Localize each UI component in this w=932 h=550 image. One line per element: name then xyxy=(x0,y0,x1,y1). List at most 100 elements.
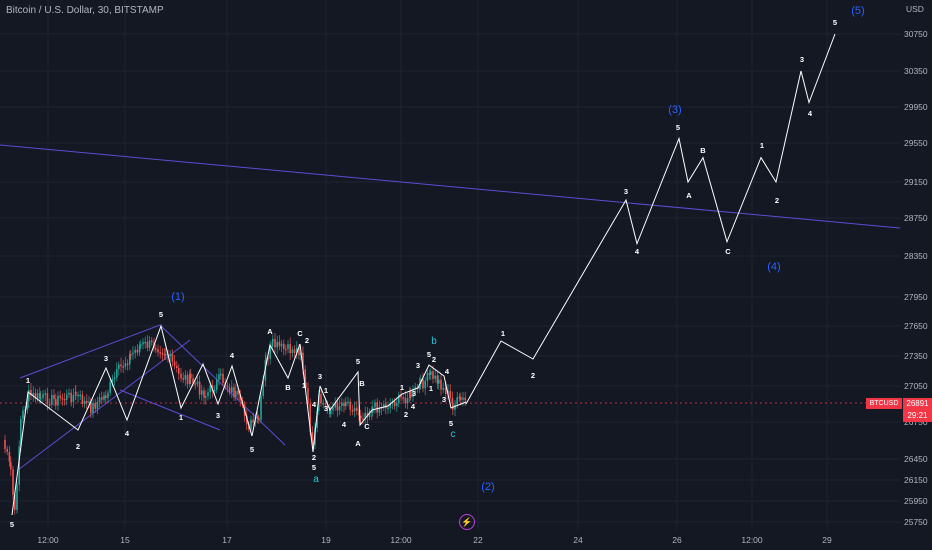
wave-label: 4 xyxy=(230,351,235,360)
candle-body xyxy=(144,341,146,344)
candle-body xyxy=(216,379,218,390)
candle-body xyxy=(248,424,250,430)
wave-label: c xyxy=(451,429,456,440)
candle-body xyxy=(107,392,109,399)
candle-body xyxy=(134,349,136,353)
candle-body xyxy=(283,343,285,349)
candle-body xyxy=(20,418,22,447)
candle-body xyxy=(312,441,314,445)
y-tick-label: 28350 xyxy=(904,251,928,261)
candle-body xyxy=(109,382,111,393)
bar-countdown: 29:21 xyxy=(907,411,928,420)
candle-body xyxy=(298,348,300,356)
y-tick-label: 29950 xyxy=(904,102,928,112)
wave-label: a xyxy=(313,474,319,485)
wave-label: 5 xyxy=(312,463,316,472)
candle-body xyxy=(387,407,389,410)
candle-body xyxy=(274,339,276,348)
candle-body xyxy=(222,373,224,383)
candle-body xyxy=(291,349,294,354)
wave-label: 2 xyxy=(305,336,309,345)
wave-label: 2 xyxy=(775,196,779,205)
last-price-box: 26891 29:21 xyxy=(903,398,932,422)
candle-body xyxy=(205,396,207,398)
candle-body xyxy=(36,393,39,399)
x-tick-label: 22 xyxy=(473,535,483,545)
candle-body xyxy=(398,394,400,404)
candle-body xyxy=(46,393,49,405)
channel-lower-line xyxy=(17,339,191,471)
wave-label: 5 xyxy=(449,419,453,428)
wave-label: 1 xyxy=(26,376,30,385)
candle-body xyxy=(44,393,46,395)
candle-body xyxy=(258,417,260,420)
x-tick-label: 19 xyxy=(321,535,331,545)
wave-label: 5 xyxy=(833,18,837,27)
candle-body xyxy=(226,385,229,388)
candle-body xyxy=(400,394,402,398)
candle-body xyxy=(113,377,116,379)
candle-body xyxy=(79,394,81,397)
candle-body xyxy=(146,341,149,348)
x-tick-label: 12:00 xyxy=(390,535,412,545)
candle-body xyxy=(424,380,426,389)
candle-body xyxy=(81,394,84,404)
candle-body xyxy=(94,402,96,409)
channel-upper-line xyxy=(19,324,161,379)
candle-body xyxy=(422,379,424,389)
candle-body xyxy=(267,357,269,360)
wave-path-historical xyxy=(11,324,467,516)
candle-body xyxy=(412,388,414,398)
candle-body xyxy=(462,397,464,400)
candle-body xyxy=(360,415,362,419)
candle-body xyxy=(345,402,347,407)
x-tick-label: 12:00 xyxy=(741,535,763,545)
candle-body xyxy=(458,396,461,399)
candle-body xyxy=(293,349,296,353)
candle-body xyxy=(440,379,442,390)
wave-label: 3 xyxy=(324,404,328,413)
candle-body xyxy=(409,391,411,399)
candle-body xyxy=(14,494,16,510)
y-tick-label: 26450 xyxy=(904,454,928,464)
candle-body xyxy=(324,402,327,405)
candle-body xyxy=(126,363,129,366)
candle-body xyxy=(338,406,341,411)
candle-body xyxy=(196,381,199,384)
x-tick-label: 17 xyxy=(222,535,232,545)
y-tick-label: 29150 xyxy=(904,177,928,187)
candle-body xyxy=(269,346,271,359)
candle-body xyxy=(28,389,30,402)
candle-body xyxy=(265,357,267,361)
candle-body xyxy=(454,404,456,410)
candle-body xyxy=(198,381,201,395)
y-tick-label: 30350 xyxy=(904,66,928,76)
candle-body xyxy=(296,348,298,353)
candle-body xyxy=(42,394,44,398)
candle-body xyxy=(228,387,231,393)
candle-body xyxy=(256,416,259,418)
flash-icon[interactable]: ⚡ xyxy=(459,514,475,530)
wave-label: 5 xyxy=(676,123,680,132)
candle-body xyxy=(304,369,306,383)
candle-body xyxy=(155,348,157,350)
candle-body xyxy=(186,374,189,385)
candle-body xyxy=(111,378,114,383)
candle-body xyxy=(34,392,37,399)
candle-body xyxy=(16,484,18,510)
candle-body xyxy=(30,389,32,396)
candle-body xyxy=(8,451,11,462)
candle-body xyxy=(40,397,42,400)
wave-label: 2 xyxy=(312,453,316,462)
candle-body xyxy=(371,411,373,413)
candle-body xyxy=(396,403,398,407)
wave-label: 2 xyxy=(531,371,535,380)
wave-label: 1 xyxy=(179,413,183,422)
candle-body xyxy=(404,397,407,404)
candle-body xyxy=(231,387,233,393)
candle-body xyxy=(320,394,322,404)
candle-body xyxy=(233,387,235,397)
candle-body xyxy=(92,402,94,414)
candle-body xyxy=(51,394,53,405)
